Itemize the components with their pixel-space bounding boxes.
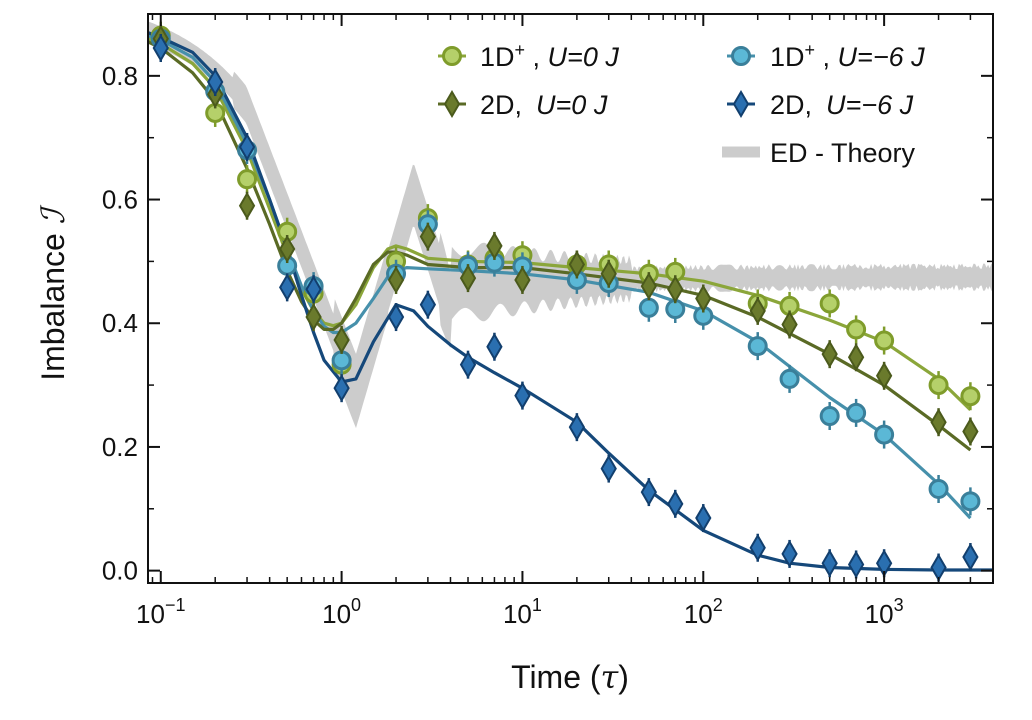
fit-line-series-2 <box>147 40 972 452</box>
data-point-series-3 <box>238 132 256 161</box>
legend-entry-2d-u0: 2D, U=0 J <box>438 90 608 120</box>
data-point-series-0 <box>819 293 840 314</box>
legend-label-theory: ED - Theory <box>770 138 916 168</box>
y-tick-label: 0.4 <box>102 308 138 338</box>
x-axis-label-main: Time ( <box>511 659 601 695</box>
x-axis-label-close: ) <box>618 659 629 695</box>
y-tick-label: 0.6 <box>102 185 138 215</box>
axis-ticks-layer: 0.0 0.2 0.4 0.6 0.8 10−1 100 101 102 103 <box>102 13 994 629</box>
legend-entry-1d-u6: 1D+ , U=−6 J <box>727 40 925 72</box>
data-point-series-2 <box>279 235 296 264</box>
data-point-series-2 <box>640 272 658 301</box>
legend-entry-theory: ED - Theory <box>722 138 916 168</box>
y-axis-label-symbol: ℐ <box>34 204 72 224</box>
legend-marker-2d-u6 <box>732 90 750 118</box>
data-point-series-2 <box>238 191 256 220</box>
legend-entry-2d-u6: 2D, U=−6 J <box>727 90 914 120</box>
data-point-series-3 <box>821 549 838 578</box>
data-point-series-3 <box>695 504 712 533</box>
x-axis-label: Time (τ) <box>511 658 629 696</box>
data-point-series-2 <box>821 340 838 369</box>
data-point-series-1 <box>747 336 768 357</box>
data-point-series-0 <box>846 319 867 340</box>
data-point-series-1 <box>928 478 949 499</box>
legend-label-2d-u6: 2D, U=−6 J <box>770 90 914 120</box>
data-point-series-1 <box>331 350 352 371</box>
data-point-series-3 <box>667 489 684 518</box>
data-point-series-2 <box>875 361 893 390</box>
data-point-series-0 <box>960 386 981 407</box>
data-point-series-0 <box>237 169 258 190</box>
y-axis-label: Imbalance ℐ <box>34 204 72 381</box>
data-point-series-3 <box>486 332 503 361</box>
data-point-series-1 <box>819 406 840 427</box>
data-point-series-3 <box>333 374 350 403</box>
data-point-series-3 <box>600 454 617 483</box>
data-point-series-2 <box>600 259 617 288</box>
y-tick-label: 0.0 <box>102 556 138 586</box>
y-axis-label-main: Imbalance <box>35 224 71 381</box>
data-point-series-3 <box>279 273 296 302</box>
data-point-series-2 <box>305 303 322 332</box>
data-point-series-2 <box>749 296 766 325</box>
x-tick-label: 10−1 <box>136 595 185 629</box>
data-point-series-2 <box>486 231 503 260</box>
data-point-series-3 <box>152 34 169 63</box>
x-tick-label: 100 <box>322 595 361 629</box>
data-point-series-0 <box>928 375 949 396</box>
x-tick-label: 102 <box>684 595 723 629</box>
x-tick-label: 103 <box>865 595 904 629</box>
x-axis-label-symbol: τ <box>601 658 620 696</box>
data-point-series-1 <box>874 424 895 445</box>
data-point-series-2 <box>781 310 798 339</box>
data-point-series-1 <box>638 297 659 318</box>
x-tick-label: 101 <box>503 595 542 629</box>
data-point-series-2 <box>847 343 865 372</box>
data-point-series-3 <box>459 350 477 379</box>
data-point-series-3 <box>419 290 437 319</box>
legend-label-1d-u6: 1D+ , U=−6 J <box>770 40 925 72</box>
data-point-series-1 <box>960 491 981 512</box>
data-point-series-3 <box>930 553 947 582</box>
data-point-series-3 <box>640 478 658 507</box>
data-point-series-2 <box>459 264 477 293</box>
data-point-series-3 <box>962 543 979 572</box>
y-tick-label: 0.2 <box>102 432 138 462</box>
legend: 1D+ , U=0 J 1D+ , U=−6 J 2D, U=0 J 2D, U=−… <box>438 40 925 168</box>
data-point-series-3 <box>568 413 586 442</box>
data-point-series-2 <box>667 275 684 304</box>
data-point-series-2 <box>333 325 350 354</box>
data-point-series-3 <box>207 68 224 97</box>
data-point-series-1 <box>779 368 800 389</box>
data-point-series-2 <box>568 250 586 279</box>
legend-marker-2d-u0 <box>443 90 461 118</box>
data-point-series-2 <box>695 284 712 313</box>
data-point-series-3 <box>781 539 798 568</box>
data-point-series-2 <box>514 265 531 294</box>
data-point-series-3 <box>749 533 766 562</box>
plot-frame <box>147 13 994 584</box>
data-point-series-1 <box>846 402 867 423</box>
data-point-series-3 <box>847 550 865 579</box>
data-point-series-3 <box>305 275 322 304</box>
data-point-series-3 <box>514 381 531 410</box>
legend-label-2d-u0: 2D, U=0 J <box>480 90 608 120</box>
data-point-series-2 <box>930 408 947 437</box>
legend-entry-1d-u0: 1D+ , U=0 J <box>438 40 619 72</box>
data-point-series-2 <box>419 222 437 251</box>
data-point-series-2 <box>387 265 405 294</box>
data-markers-layer <box>150 21 981 582</box>
data-point-series-0 <box>874 330 895 351</box>
y-tick-label: 0.8 <box>102 61 138 91</box>
legend-label-1d-u0: 1D+ , U=0 J <box>480 40 619 72</box>
legend-marker-1d-u6 <box>731 46 751 66</box>
data-point-series-2 <box>962 417 979 446</box>
legend-marker-1d-u0 <box>442 46 462 66</box>
data-point-series-3 <box>387 303 405 332</box>
